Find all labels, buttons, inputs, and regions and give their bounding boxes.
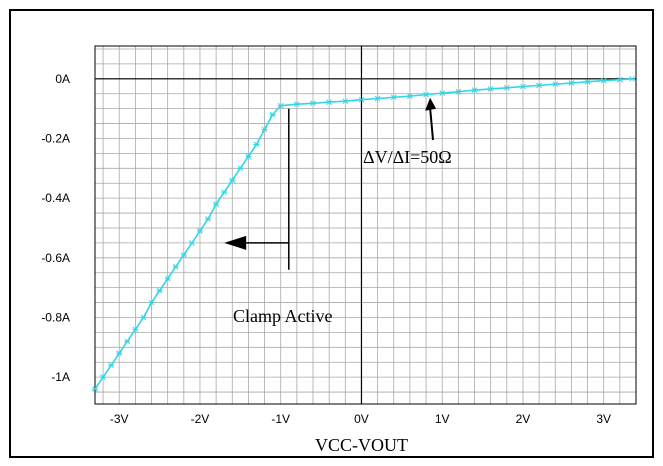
- y-tick-label: -1A: [51, 370, 70, 384]
- data-point: [455, 88, 462, 95]
- data-point: [616, 76, 623, 83]
- data-point: [188, 240, 195, 246]
- data-point: [245, 153, 252, 160]
- data-point: [487, 86, 494, 92]
- data-point: [374, 95, 381, 102]
- x-tick-label: 3V: [596, 412, 611, 426]
- x-axis-label: VCC-VOUT: [315, 435, 408, 455]
- y-tick-label: -0.2A: [41, 131, 70, 145]
- data-point: [116, 350, 123, 357]
- data-point: [213, 201, 220, 207]
- data-point: [536, 82, 543, 89]
- data-point: [568, 80, 575, 86]
- clamp-arrow-head: [224, 235, 247, 250]
- data-point: [148, 299, 155, 306]
- data-point: [124, 338, 131, 345]
- data-point: [503, 84, 510, 91]
- plot-border: [94, 45, 637, 405]
- data-point: [205, 216, 212, 222]
- data-point: [326, 99, 333, 105]
- data-point: [108, 362, 115, 369]
- y-tick-label: 0A: [55, 72, 70, 86]
- data-point: [164, 275, 171, 282]
- data-point: [310, 100, 317, 107]
- data-point: [237, 165, 244, 172]
- data-point: [229, 177, 236, 184]
- data-point: [100, 374, 107, 381]
- data-point: [584, 78, 591, 85]
- data-point: [92, 386, 98, 392]
- y-tick-label: -0.6A: [41, 251, 70, 265]
- slope-arrow-shaft: [429, 107, 434, 141]
- annotations: ΔV/ΔI=50Ω Clamp Active: [224, 97, 452, 326]
- y-tick-label: -0.4A: [41, 191, 70, 205]
- data-point: [196, 228, 203, 234]
- data-point: [406, 93, 413, 99]
- data-point: [423, 91, 430, 98]
- x-tick-labels: -3V -2V -1V 0V 1V 2V 3V: [110, 412, 611, 426]
- data-point: [269, 111, 276, 118]
- x-tick-label: -1V: [271, 412, 290, 426]
- data-point: [277, 102, 284, 109]
- x-tick-label: -3V: [110, 412, 129, 426]
- data-point: [261, 126, 268, 133]
- y-tick-labels: 0A -0.2A -0.4A -0.6A -0.8A -1A: [41, 72, 70, 384]
- chart-frame: [9, 9, 654, 458]
- x-tick-label: 0V: [354, 412, 369, 426]
- data-point: [172, 263, 179, 270]
- x-tick-label: -2V: [191, 412, 210, 426]
- data-point: [471, 87, 478, 94]
- data-point: [180, 251, 187, 258]
- slope-annotation: ΔV/ΔI=50Ω: [363, 147, 452, 167]
- data-point: [628, 75, 635, 82]
- clamp-active-label: Clamp Active: [233, 306, 332, 326]
- data-point: [253, 141, 260, 148]
- data-point: [342, 98, 349, 105]
- data-point: [140, 314, 147, 321]
- grid: [95, 46, 636, 404]
- x-tick-label: 1V: [435, 412, 450, 426]
- data-point: [552, 81, 559, 88]
- slope-arrow-head: [425, 97, 437, 111]
- data-point: [293, 101, 300, 108]
- data-point: [221, 189, 228, 196]
- data-point: [439, 90, 446, 96]
- data-point: [600, 77, 607, 84]
- series: [92, 75, 635, 392]
- data-point: [156, 287, 163, 294]
- data-point: [390, 94, 397, 101]
- y-tick-label: -0.8A: [41, 310, 70, 324]
- data-point: [519, 83, 526, 90]
- zero-axes: [95, 46, 636, 404]
- x-tick-label: 2V: [516, 412, 531, 426]
- data-point: [132, 326, 139, 333]
- data-point: [358, 96, 365, 103]
- series-line: [94, 78, 633, 390]
